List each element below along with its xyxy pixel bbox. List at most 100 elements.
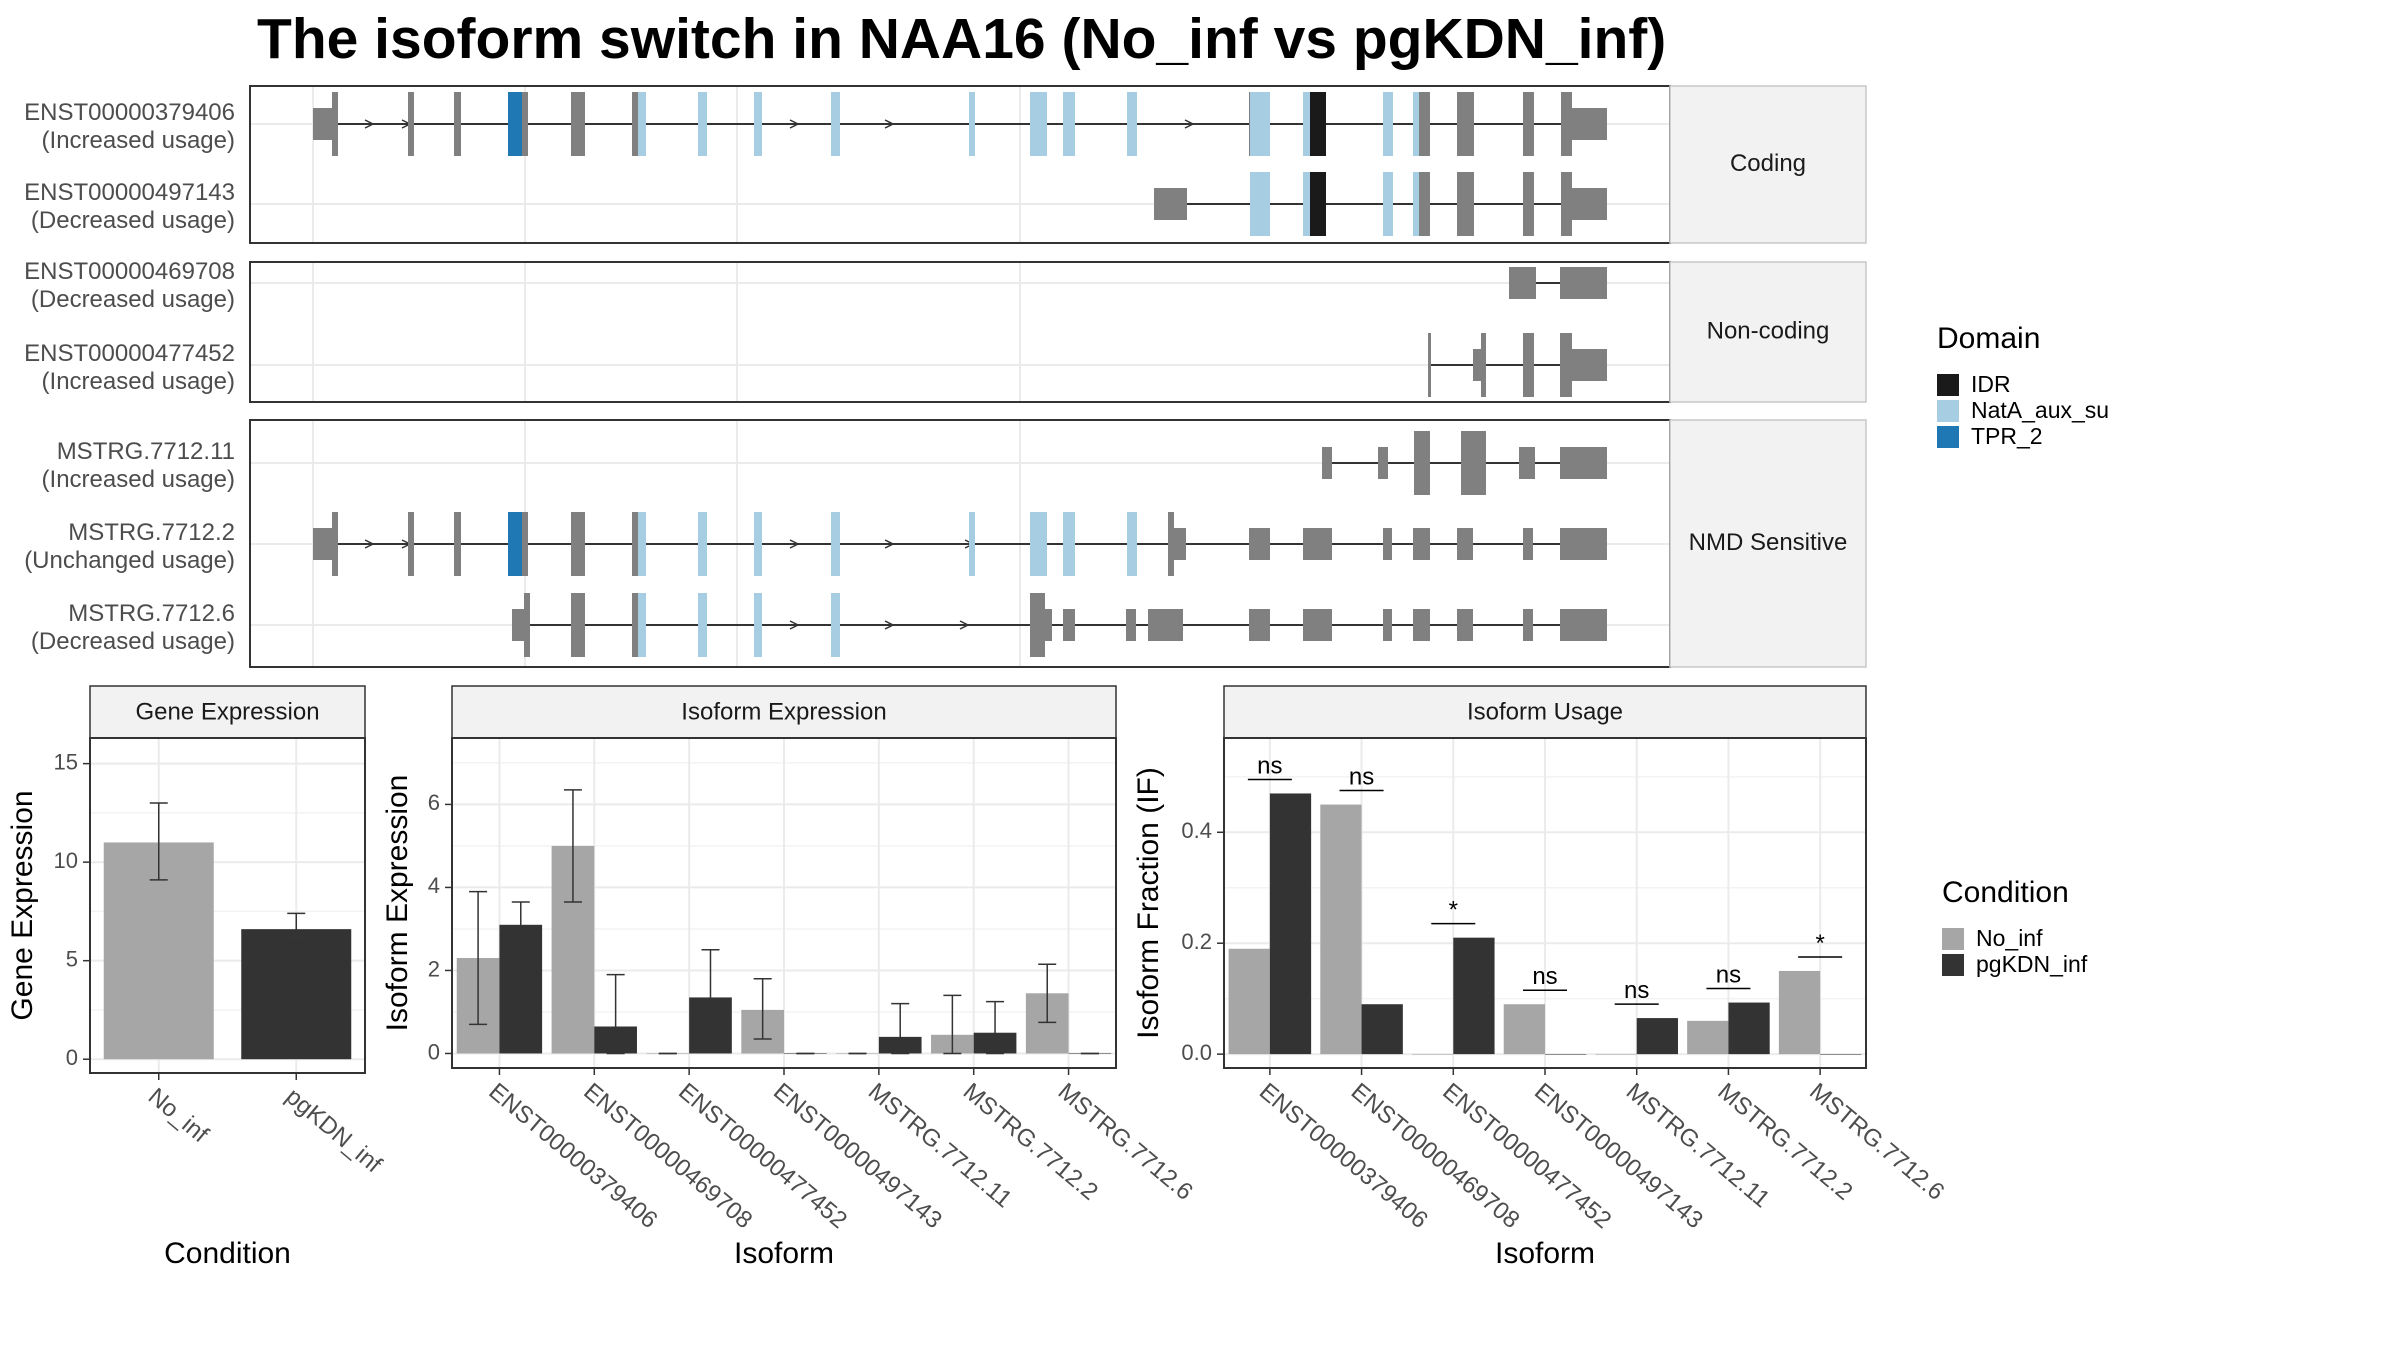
gene-expression-strip — [89, 685, 366, 739]
gene-expression-strip-title: Gene Expression — [135, 698, 319, 725]
isoform-usage-bar — [1545, 1054, 1587, 1055]
exon-block — [1560, 267, 1607, 299]
isoform-usage-bar — [1820, 1054, 1862, 1055]
transcript-name-label: ENST00000497143 — [24, 179, 235, 206]
exon-block — [1310, 92, 1315, 156]
isoform-usage-xtick-label: ENST00000469708 — [1346, 1078, 1525, 1234]
exon-block — [571, 593, 585, 657]
condition-legend-label: No_inf — [1976, 925, 2043, 951]
isoform-expression-xtick-label: ENST00000469708 — [578, 1078, 757, 1234]
isoform-usage-bar — [1778, 970, 1821, 1055]
exon-block — [1413, 528, 1430, 560]
domain-legend-swatch — [1937, 426, 1959, 448]
isoform-expression-y-axis-title: Isoform Expression — [381, 775, 414, 1032]
exon-block — [638, 92, 646, 156]
exon-block — [1383, 528, 1392, 560]
isoform-usage-bar — [1728, 1002, 1770, 1055]
isoform-usage-strip — [1223, 685, 1867, 739]
exon-block — [1030, 512, 1047, 576]
exon-block — [1461, 431, 1486, 495]
exon-block — [512, 609, 526, 641]
exon-block — [332, 92, 338, 156]
exon-block — [1063, 512, 1075, 576]
gene-expression-plot-border — [89, 737, 366, 1074]
isoform-usage-bar — [1269, 793, 1312, 1055]
exon-block — [1413, 609, 1430, 641]
exon-block — [1303, 172, 1310, 236]
exon-block — [632, 512, 638, 576]
gene-expression-xtick-label: pgKDN_inf — [280, 1083, 387, 1179]
isoform-usage-strip-title: Isoform Usage — [1467, 698, 1623, 725]
exon-block — [1127, 512, 1137, 576]
isoform-usage-significance-label: ns — [1349, 764, 1374, 791]
exon-block — [571, 512, 585, 576]
exon-block — [1561, 172, 1572, 236]
exon-block — [1481, 333, 1486, 397]
isoform-expression-ytick-label: 0 — [428, 1039, 440, 1064]
isoform-usage-y-axis-title: Isoform Fraction (IF) — [1132, 767, 1165, 1039]
exon-block — [1523, 92, 1534, 156]
strand-arrow — [884, 119, 895, 129]
transcript-usage-label: (Decreased usage) — [31, 628, 235, 655]
domain-legend-label: IDR — [1971, 371, 2011, 397]
exon-block — [969, 92, 975, 156]
exon-block — [969, 512, 975, 576]
strand-arrow — [364, 539, 375, 549]
isoform-expression-xtick-label: ENST00000497143 — [768, 1078, 947, 1234]
condition-legend-swatch — [1942, 954, 1964, 976]
isoform-expression-ytick-label: 6 — [428, 790, 440, 815]
transcript-name-label: MSTRG.7712.2 — [68, 519, 235, 546]
exon-block — [522, 512, 528, 576]
isoform-usage-xtick-label: ENST00000379406 — [1254, 1078, 1433, 1234]
exon-block — [571, 92, 585, 156]
isoform-usage-x-axis-title: Isoform — [1495, 1237, 1595, 1270]
transcript-usage-label: (Unchanged usage) — [24, 547, 235, 574]
exon-block — [1457, 172, 1474, 236]
exon-block — [313, 108, 336, 140]
exon-block — [1560, 447, 1607, 479]
isoform-usage-significance-label: ns — [1624, 977, 1649, 1004]
exon-block — [1030, 593, 1036, 657]
transcript-name-label: ENST00000469708 — [24, 258, 235, 285]
transcript-usage-label: (Decreased usage) — [31, 207, 235, 234]
strand-arrow — [789, 539, 800, 549]
exon-block — [508, 92, 522, 156]
isoform-usage-bar — [1595, 1054, 1637, 1055]
exon-block — [1572, 188, 1607, 220]
strand-arrow — [364, 119, 375, 129]
condition-legend-label: pgKDN_inf — [1976, 951, 2088, 977]
exon-block — [1174, 528, 1186, 560]
exon-block — [522, 92, 528, 156]
exon-block — [1457, 609, 1473, 641]
gene-expression-ytick-label: 10 — [54, 848, 78, 873]
transcript-usage-label: (Decreased usage) — [31, 286, 235, 313]
isoform-usage-bar — [1503, 1004, 1545, 1055]
exon-block — [1322, 447, 1332, 479]
exon-block — [1383, 172, 1393, 236]
structure-facet-panel — [250, 262, 1670, 402]
exon-block — [1127, 92, 1137, 156]
isoform-usage-bar — [1636, 1018, 1678, 1055]
exon-block — [313, 528, 336, 560]
exon-block — [698, 512, 707, 576]
exon-block — [1383, 609, 1392, 641]
isoform-usage-bar — [1228, 948, 1270, 1055]
exon-block — [1148, 609, 1183, 641]
exon-block — [1561, 92, 1572, 156]
domain-legend-label: NatA_aux_su — [1971, 397, 2109, 423]
exon-block — [1560, 528, 1607, 560]
isoform-expression-ytick-label: 4 — [428, 873, 440, 898]
exon-block — [1250, 92, 1270, 156]
transcript-name-label: MSTRG.7712.6 — [68, 600, 235, 627]
isoform-usage-xtick-label: ENST00000477452 — [1437, 1078, 1616, 1234]
exon-block — [1560, 609, 1607, 641]
figure-title: The isoform switch in NAA16 (No_inf vs p… — [257, 7, 1667, 71]
exon-block — [1314, 92, 1326, 156]
exon-block — [454, 512, 461, 576]
isoform-usage-significance-label: ns — [1716, 962, 1741, 989]
strand-arrow — [884, 539, 895, 549]
structure-facet-panel — [250, 86, 1670, 243]
strand-arrow — [789, 620, 800, 630]
exon-block — [1523, 447, 1535, 479]
domain-legend-label: TPR_2 — [1971, 423, 2043, 449]
